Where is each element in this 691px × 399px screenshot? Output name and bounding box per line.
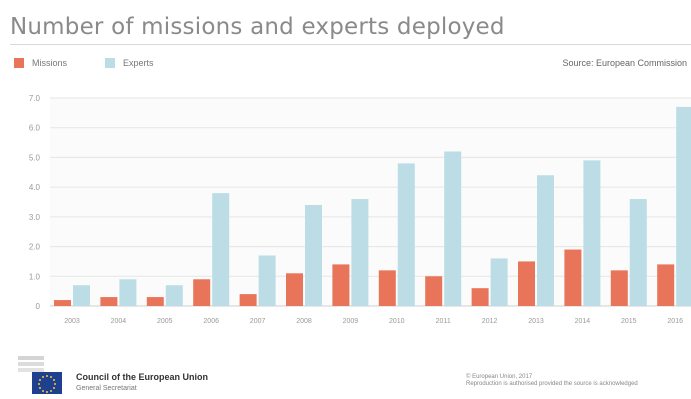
council-logo	[14, 356, 66, 394]
experts-bar	[73, 285, 90, 306]
y-tick-label: 6.0	[29, 124, 41, 133]
experts-bar	[676, 106, 691, 307]
missions-bar	[564, 249, 582, 306]
experts-bar	[258, 255, 276, 306]
title-divider	[10, 44, 691, 45]
x-tick-label: 2008	[296, 318, 312, 325]
legend-label-missions: Missions	[32, 58, 68, 68]
footer-organisation: Council of the European Union	[76, 372, 208, 382]
y-tick-label: 4.0	[29, 183, 41, 192]
x-tick-label: 2012	[482, 318, 498, 325]
bar-chart: 0 1.0 2.0 3.0 4.0 5.0 6.0 7.0 2003 2004 2005 2006 20…	[29, 94, 691, 325]
missions-bar	[100, 297, 118, 306]
chart-title: Number of missions and experts deployed	[10, 14, 505, 40]
experts-bar	[537, 175, 554, 306]
y-tick-label: 0	[36, 302, 41, 311]
x-tick-label: 2005	[157, 318, 173, 325]
x-tick-label: 2016	[667, 318, 683, 325]
legend-swatch-experts	[105, 58, 116, 68]
x-tick-label: 2010	[389, 318, 405, 325]
footer-copyright: © European Union, 2017 Reproduction is a…	[466, 374, 638, 388]
legend-label-experts: Experts	[123, 58, 154, 68]
x-tick-label: 2011	[436, 318, 451, 325]
experts-bar	[305, 204, 322, 306]
experts-bar	[490, 258, 508, 306]
experts-bar	[212, 193, 230, 306]
x-tick-label: 2006	[203, 318, 219, 325]
y-tick-label: 3.0	[29, 213, 41, 222]
missions-bar	[286, 273, 303, 306]
footer-subtitle: General Secretariat	[76, 385, 137, 392]
missions-bar	[657, 264, 675, 306]
missions-bar	[146, 297, 164, 306]
experts-bar	[119, 279, 137, 306]
missions-bar	[518, 261, 535, 306]
experts-bar	[629, 199, 647, 306]
experts-bar	[397, 163, 415, 306]
x-tick-label: 2013	[528, 318, 544, 325]
experts-bar	[351, 199, 369, 306]
legend-swatch-missions	[14, 58, 24, 68]
missions-bar	[54, 300, 71, 306]
x-tick-label: 2004	[111, 318, 127, 325]
y-tick-label: 5.0	[29, 153, 41, 162]
experts-bar	[583, 160, 601, 306]
y-tick-label: 1.0	[29, 272, 41, 281]
missions-bar	[378, 270, 396, 306]
x-tick-label: 2015	[621, 318, 637, 325]
y-tick-label: 2.0	[29, 243, 41, 252]
y-tick-label: 7.0	[29, 94, 41, 103]
missions-bar	[471, 288, 489, 306]
x-tick-label: 2009	[343, 318, 359, 325]
experts-bar	[444, 151, 462, 306]
footer-copyright-line1: © European Union, 2017	[466, 374, 533, 380]
missions-bar	[239, 294, 257, 306]
legend-item-missions: Missions	[14, 58, 67, 68]
footer-copyright-line2: Reproduction is authorised provided the …	[466, 381, 638, 387]
legend-item-experts: Experts	[105, 58, 154, 68]
experts-bar	[165, 285, 183, 306]
missions-bar	[193, 279, 211, 306]
x-tick-label: 2003	[64, 318, 80, 325]
source-note: Source: European Commission	[562, 58, 687, 68]
x-tick-label: 2014	[575, 318, 591, 325]
legend: Missions Experts	[14, 58, 192, 68]
missions-bar	[425, 276, 443, 306]
missions-bar	[610, 270, 628, 306]
missions-bar	[332, 264, 350, 306]
x-tick-label: 2007	[250, 318, 266, 325]
